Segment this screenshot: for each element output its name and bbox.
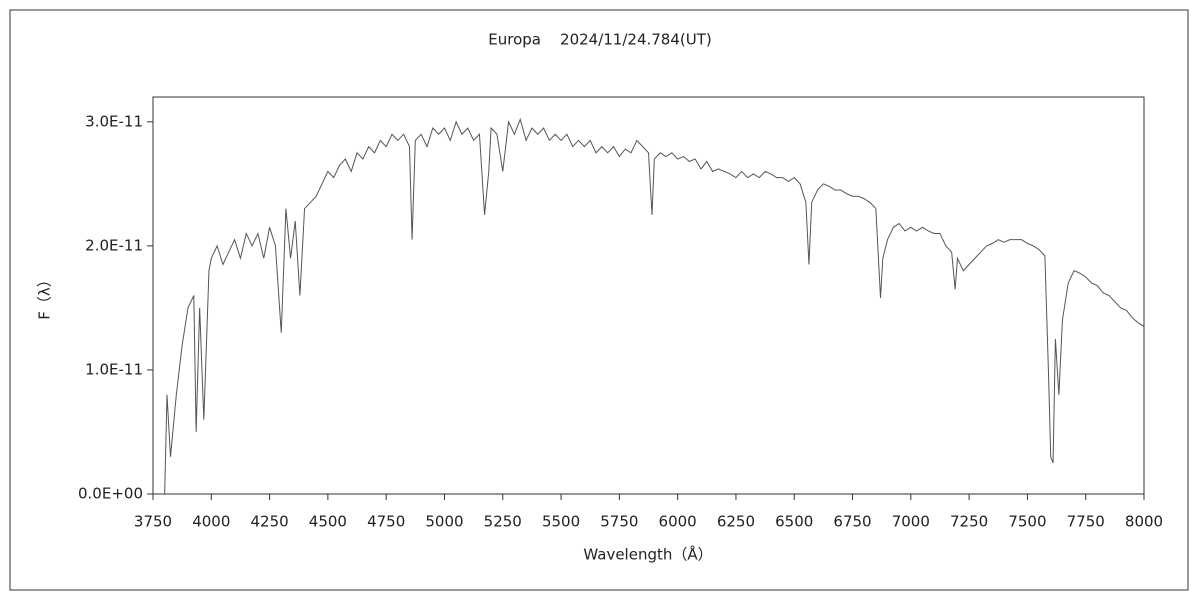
x-tick-label: 6000 — [659, 513, 697, 531]
x-tick-label: 4750 — [367, 513, 405, 531]
x-tick-label: 5250 — [484, 513, 522, 531]
y-tick-label: 3.0E-11 — [85, 112, 143, 130]
frame — [9, 9, 1189, 591]
x-tick-label: 4250 — [250, 513, 288, 531]
x-axis-label: Wavelength（Å） — [583, 545, 712, 564]
x-tick-label: 5750 — [600, 513, 638, 531]
x-tick-label: 7000 — [892, 513, 930, 531]
x-tick-label: 8000 — [1125, 513, 1163, 531]
x-tick-label: 7250 — [950, 513, 988, 531]
y-axis-label: F（λ） — [36, 272, 54, 320]
x-tick-label: 3750 — [134, 513, 172, 531]
x-tick-label: 7500 — [1008, 513, 1046, 531]
plot-area — [152, 96, 1145, 495]
x-tick-label: 6750 — [833, 513, 871, 531]
x-tick-label: 7750 — [1067, 513, 1105, 531]
chart-title: Europa 2024/11/24.784(UT) — [488, 31, 711, 49]
x-tick-label: 4000 — [192, 513, 230, 531]
y-tick-label: 2.0E-11 — [85, 236, 143, 254]
y-tick-label: 0.0E+00 — [78, 485, 143, 503]
spectrum-line — [164, 117, 1145, 495]
x-tick-label: 5500 — [542, 513, 580, 531]
x-tick-label: 5000 — [425, 513, 463, 531]
x-tick-label: 6500 — [775, 513, 813, 531]
x-tick-label: 4500 — [309, 513, 347, 531]
y-tick-label: 1.0E-11 — [85, 360, 143, 378]
x-tick-label: 6250 — [717, 513, 755, 531]
